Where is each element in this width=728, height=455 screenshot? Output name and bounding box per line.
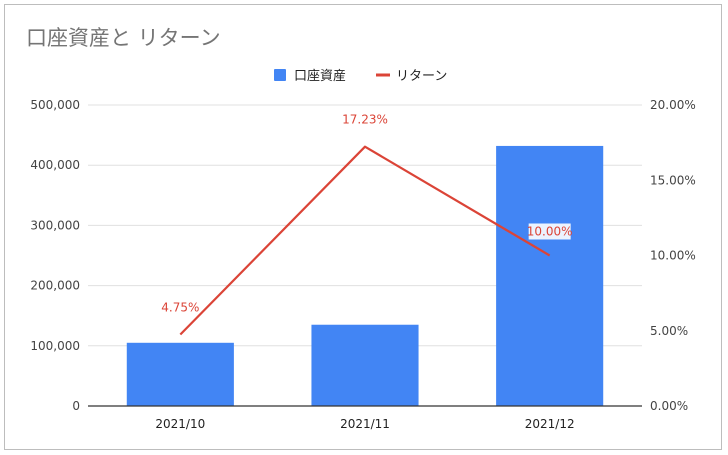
return-line bbox=[179, 145, 551, 336]
bar bbox=[126, 342, 234, 406]
legend: 口座資産 リターン bbox=[274, 68, 447, 84]
line-series: 4.75% 17.23% 10.00% bbox=[161, 113, 573, 336]
legend-swatch-bar bbox=[274, 69, 286, 81]
x-tick-label: 2021/10 bbox=[155, 417, 205, 431]
left-axis-ticks: 0 100,000 200,000 300,000 400,000 500,000 bbox=[30, 98, 80, 413]
y-right-tick-label: 20.00% bbox=[650, 98, 696, 112]
x-tick-label: 2021/12 bbox=[525, 417, 575, 431]
y-right-tick-label: 10.00% bbox=[650, 249, 696, 263]
y-left-tick-label: 200,000 bbox=[30, 279, 80, 293]
y-left-tick-label: 300,000 bbox=[30, 218, 80, 232]
line-data-label: 4.75% bbox=[161, 301, 199, 315]
data-label-bg bbox=[528, 223, 571, 240]
bar-series bbox=[126, 145, 604, 406]
chart-title: 口座資産と リターン bbox=[26, 26, 221, 50]
line-data-label: 17.23% bbox=[342, 113, 388, 127]
y-right-tick-label: 5.00% bbox=[650, 324, 688, 338]
line-data-label: 10.00% bbox=[527, 225, 573, 239]
bar bbox=[496, 145, 604, 406]
right-axis-ticks: 0.00% 5.00% 10.00% 15.00% 20.00% bbox=[650, 98, 696, 413]
x-axis-ticks: 2021/10 2021/11 2021/12 bbox=[155, 417, 574, 431]
y-left-tick-label: 500,000 bbox=[30, 98, 80, 112]
legend-label: リターン bbox=[396, 69, 447, 84]
bar bbox=[311, 324, 419, 406]
y-left-tick-label: 400,000 bbox=[30, 158, 80, 172]
legend-label: 口座資産 bbox=[294, 68, 346, 84]
y-left-tick-label: 0 bbox=[72, 399, 80, 413]
y-right-tick-label: 0.00% bbox=[650, 399, 688, 413]
y-right-tick-label: 15.00% bbox=[650, 173, 696, 187]
y-left-tick-label: 100,000 bbox=[30, 339, 80, 353]
x-tick-label: 2021/11 bbox=[340, 417, 390, 431]
